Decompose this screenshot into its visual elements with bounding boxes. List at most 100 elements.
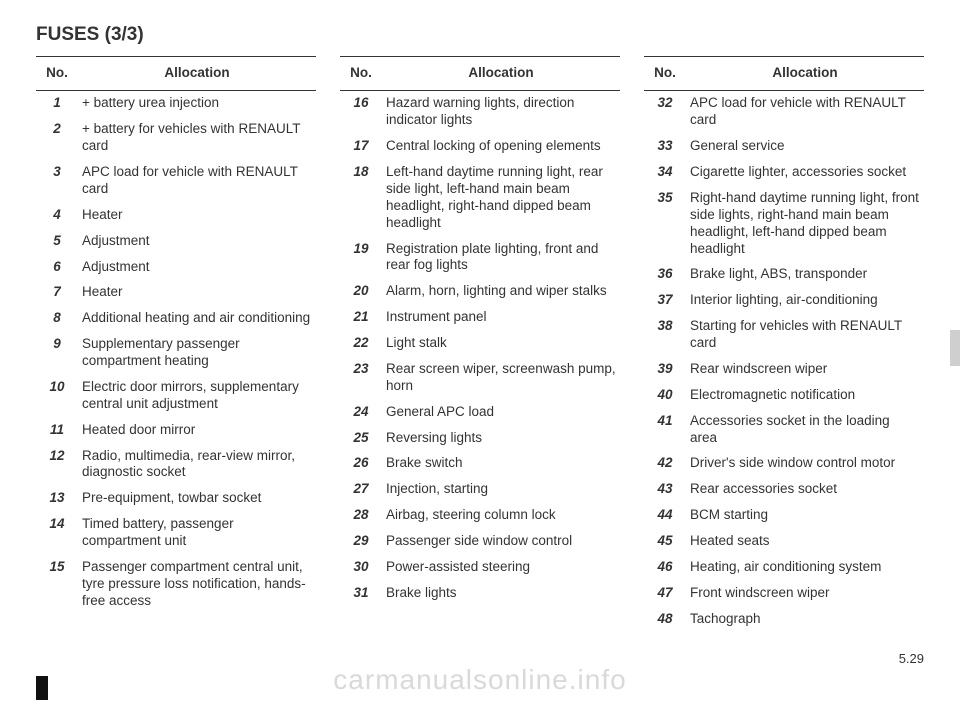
table-row: 3APC load for vehicle with RENAULT card	[36, 160, 316, 203]
corner-mark	[36, 676, 48, 700]
table-row: 32APC load for vehicle with RENAULT card	[644, 90, 924, 133]
fuse-number: 29	[340, 529, 382, 555]
fuse-allocation: Injection, starting	[382, 477, 620, 503]
fuse-number: 36	[644, 262, 686, 288]
fuse-allocation: Radio, multimedia, rear-view mirror, dia…	[78, 443, 316, 486]
fuse-number: 38	[644, 314, 686, 357]
fuse-number: 25	[340, 425, 382, 451]
fuse-allocation: Cigarette lighter, accessories socket	[686, 160, 924, 186]
fuse-allocation: Heater	[78, 202, 316, 228]
fuse-allocation: Heated door mirror	[78, 417, 316, 443]
fuse-allocation: Heating, air conditioning system	[686, 554, 924, 580]
table-row: 17Central locking of opening elements	[340, 134, 620, 160]
fuse-number: 30	[340, 554, 382, 580]
table-row: 34Cigarette lighter, accessories socket	[644, 160, 924, 186]
fuse-allocation: Right-hand daytime running light, front …	[686, 185, 924, 262]
header-allocation: Allocation	[686, 57, 924, 91]
fuse-number: 18	[340, 160, 382, 237]
table-row: 16Hazard warning lights, direction indic…	[340, 90, 620, 133]
table-row: 6Adjustment	[36, 254, 316, 280]
table-row: 2+ battery for vehicles with RENAULT car…	[36, 117, 316, 160]
fuse-allocation: Tachograph	[686, 606, 924, 632]
table-row: 42Driver's side window control motor	[644, 451, 924, 477]
fuse-allocation: Reversing lights	[382, 425, 620, 451]
fuse-column: No.Allocation1+ battery urea injection2+…	[36, 56, 316, 632]
watermark-text: carmanualsonline.info	[0, 664, 960, 696]
fuse-allocation: Additional heating and air conditioning	[78, 306, 316, 332]
fuse-number: 32	[644, 90, 686, 133]
fuse-number: 4	[36, 202, 78, 228]
fuse-number: 19	[340, 236, 382, 279]
table-row: 15Passenger compartment central unit, ty…	[36, 554, 316, 614]
fuse-number: 13	[36, 486, 78, 512]
fuse-allocation: Accessories socket in the loading area	[686, 408, 924, 451]
fuse-allocation: Light stalk	[382, 331, 620, 357]
fuse-allocation: APC load for vehicle with RENAULT card	[686, 90, 924, 133]
fuse-number: 8	[36, 306, 78, 332]
table-row: 44BCM starting	[644, 503, 924, 529]
table-row: 41Accessories socket in the loading area	[644, 408, 924, 451]
fuse-allocation: Brake lights	[382, 580, 620, 606]
fuse-allocation: + battery urea injection	[78, 90, 316, 116]
fuse-number: 47	[644, 580, 686, 606]
fuse-allocation: Electromagnetic notification	[686, 382, 924, 408]
fuse-allocation: Adjustment	[78, 254, 316, 280]
table-row: 18Left-hand daytime running light, rear …	[340, 160, 620, 237]
table-row: 22Light stalk	[340, 331, 620, 357]
page-title: FUSES (3/3)	[36, 24, 924, 46]
fuse-number: 34	[644, 160, 686, 186]
fuse-allocation: Registration plate lighting, front and r…	[382, 236, 620, 279]
side-tab-marker	[950, 330, 960, 366]
fuse-number: 20	[340, 279, 382, 305]
fuse-column: No.Allocation32APC load for vehicle with…	[644, 56, 924, 632]
table-row: 26Brake switch	[340, 451, 620, 477]
fuse-number: 11	[36, 417, 78, 443]
table-row: 14Timed battery, passenger compartment u…	[36, 512, 316, 555]
fuse-number: 46	[644, 554, 686, 580]
fuse-number: 5	[36, 228, 78, 254]
fuse-number: 3	[36, 160, 78, 203]
fuse-allocation: + battery for vehicles with RENAULT card	[78, 117, 316, 160]
fuse-allocation: Airbag, steering column lock	[382, 503, 620, 529]
fuse-number: 35	[644, 185, 686, 262]
fuse-allocation: BCM starting	[686, 503, 924, 529]
fuse-allocation: Rear windscreen wiper	[686, 356, 924, 382]
table-row: 35Right-hand daytime running light, fron…	[644, 185, 924, 262]
table-row: 8Additional heating and air conditioning	[36, 306, 316, 332]
table-row: 39Rear windscreen wiper	[644, 356, 924, 382]
fuse-allocation: Rear screen wiper, screenwash pump, horn	[382, 356, 620, 399]
table-row: 24General APC load	[340, 399, 620, 425]
fuse-table: No.Allocation1+ battery urea injection2+…	[36, 56, 316, 614]
fuse-number: 7	[36, 280, 78, 306]
fuse-number: 24	[340, 399, 382, 425]
fuse-allocation: Brake switch	[382, 451, 620, 477]
fuse-table: No.Allocation16Hazard warning lights, di…	[340, 56, 620, 606]
table-row: 28Airbag, steering column lock	[340, 503, 620, 529]
fuse-number: 21	[340, 305, 382, 331]
fuse-allocation: Adjustment	[78, 228, 316, 254]
fuse-number: 6	[36, 254, 78, 280]
header-no: No.	[644, 57, 686, 91]
table-row: 12Radio, multimedia, rear-view mirror, d…	[36, 443, 316, 486]
table-row: 46Heating, air conditioning system	[644, 554, 924, 580]
fuse-number: 45	[644, 529, 686, 555]
table-row: 47Front windscreen wiper	[644, 580, 924, 606]
fuse-number: 10	[36, 374, 78, 417]
table-row: 23Rear screen wiper, screenwash pump, ho…	[340, 356, 620, 399]
fuse-allocation: General service	[686, 134, 924, 160]
fuse-allocation: Hazard warning lights, direction indicat…	[382, 90, 620, 133]
table-row: 33General service	[644, 134, 924, 160]
table-row: 13Pre-equipment, towbar socket	[36, 486, 316, 512]
fuse-allocation: Interior lighting, air-conditioning	[686, 288, 924, 314]
fuse-number: 33	[644, 134, 686, 160]
fuse-allocation: Heated seats	[686, 529, 924, 555]
fuse-number: 28	[340, 503, 382, 529]
fuse-allocation: Pre-equipment, towbar socket	[78, 486, 316, 512]
table-row: 1+ battery urea injection	[36, 90, 316, 116]
fuse-allocation: Passenger compartment central unit, tyre…	[78, 554, 316, 614]
fuse-number: 43	[644, 477, 686, 503]
fuse-allocation: Supplementary passenger compartment heat…	[78, 332, 316, 375]
fuse-number: 37	[644, 288, 686, 314]
fuse-allocation: General APC load	[382, 399, 620, 425]
fuse-number: 31	[340, 580, 382, 606]
